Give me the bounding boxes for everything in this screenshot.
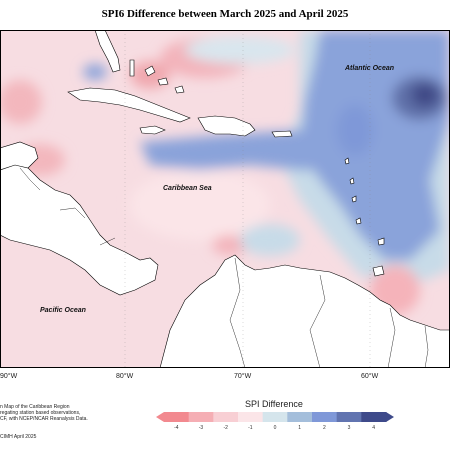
colorbar-segment bbox=[213, 412, 239, 422]
field-light-blue-sw bbox=[240, 224, 300, 256]
lon-tick-60w: 60°W bbox=[361, 372, 379, 380]
colorbar-tick-label: 3 bbox=[348, 425, 351, 431]
colorbar-segment bbox=[164, 412, 190, 422]
lon-tick-80w: 80°W bbox=[116, 372, 134, 380]
colorbar-segment bbox=[336, 412, 362, 422]
colorbar-tick-label: -4 bbox=[174, 425, 179, 431]
field-greater-antilles-blue bbox=[140, 130, 330, 170]
legend-title: SPI Difference bbox=[245, 399, 303, 409]
field-mid-blue bbox=[337, 105, 373, 155]
field-atlantic-core2 bbox=[411, 83, 439, 107]
lon-tick-90w: 90°W bbox=[0, 372, 18, 380]
colorbar-segment bbox=[238, 412, 264, 422]
label-atlantic-ocean: Atlantic Ocean bbox=[344, 65, 394, 72]
spi-map: Atlantic Ocean Caribbean Sea Pacific Oce… bbox=[0, 30, 450, 368]
color-bar: -4 -3 -2 -1 0 1 2 3 4 bbox=[156, 412, 394, 431]
label-pacific-ocean: Pacific Ocean bbox=[40, 307, 86, 314]
footnote-line1: n Map of the Caribbean Region bbox=[0, 404, 70, 410]
colorbar-tick-label: 0 bbox=[274, 425, 277, 431]
map-title: SPI6 Difference between March 2025 and A… bbox=[101, 8, 349, 20]
field-carib-light bbox=[130, 170, 270, 240]
colorbar-tick-label: 2 bbox=[323, 425, 326, 431]
colorbar-tick-label: -1 bbox=[248, 425, 253, 431]
footnote-line2: regating station based observations, bbox=[0, 410, 81, 416]
footnote-line4: CIMH April 2025 bbox=[0, 434, 37, 440]
colorbar-segment bbox=[188, 412, 214, 422]
colorbar-tick-label: 4 bbox=[372, 425, 375, 431]
colorbar-tick-label: -3 bbox=[199, 425, 204, 431]
colorbar-tick-label: 1 bbox=[298, 425, 301, 431]
lon-axis: 90°W 80°W 70°W 60°W bbox=[0, 372, 379, 380]
colorbar-arrow-low bbox=[156, 412, 164, 422]
borders bbox=[19, 167, 429, 368]
field-light-blue-n bbox=[185, 36, 295, 64]
field-colombia-pink bbox=[212, 235, 248, 255]
footnote-line3: CF, with NCEP/NCAR Reanalysis Data. bbox=[0, 416, 88, 422]
colorbar-tick-label: -2 bbox=[223, 425, 228, 431]
colorbar-segment bbox=[287, 412, 313, 422]
colorbar-arrow-high bbox=[386, 412, 394, 422]
colorbar-segment bbox=[312, 412, 338, 422]
land bbox=[0, 30, 450, 368]
field-west-pink bbox=[0, 80, 42, 124]
colorbar-segment bbox=[262, 412, 288, 422]
lon-tick-70w: 70°W bbox=[234, 372, 252, 380]
label-caribbean-sea: Caribbean Sea bbox=[163, 185, 212, 192]
field-cuba-blue bbox=[83, 64, 107, 80]
lon-gridlines bbox=[124, 30, 371, 368]
colorbar-segment bbox=[361, 412, 387, 422]
